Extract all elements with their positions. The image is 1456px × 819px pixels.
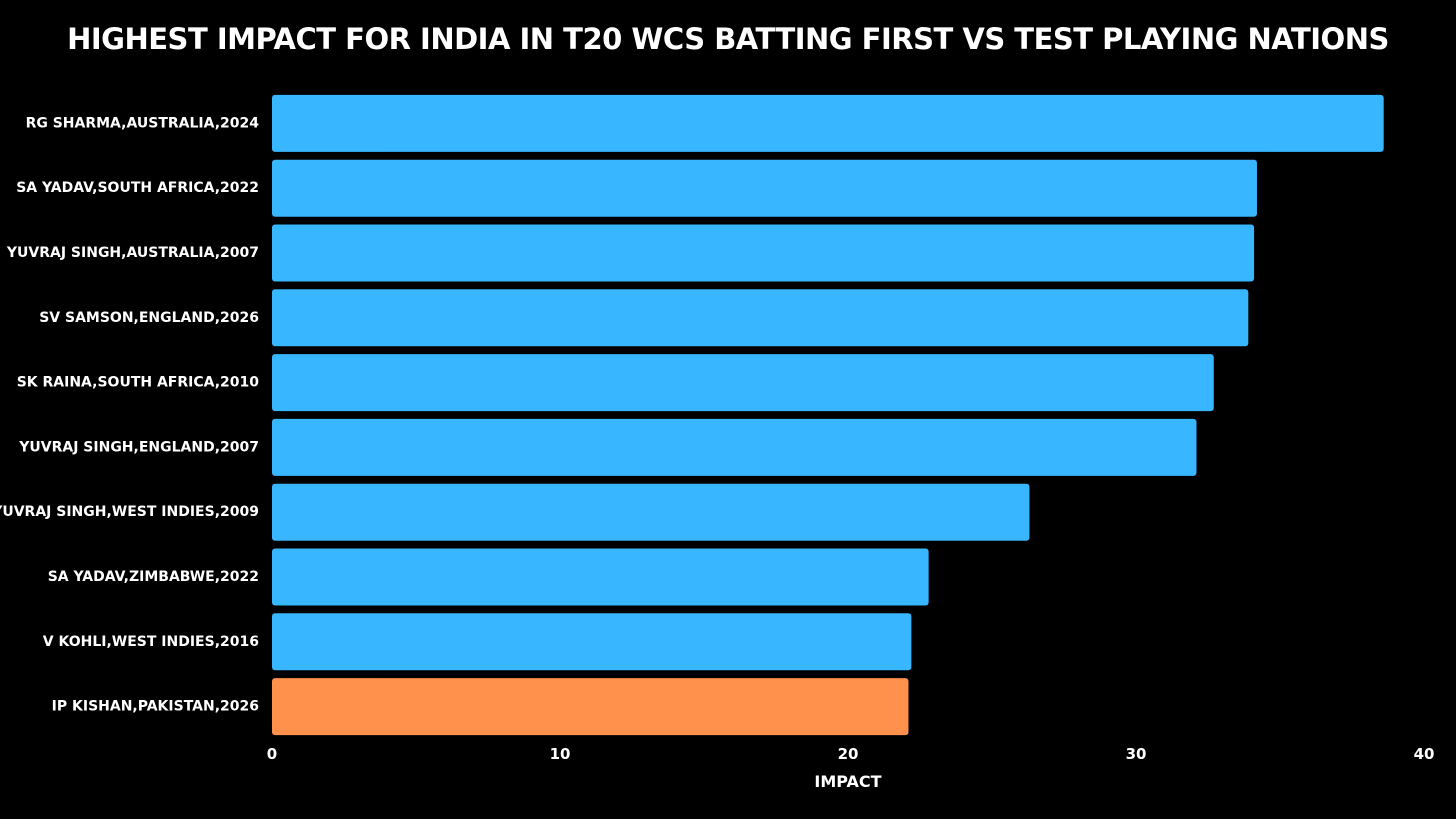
bar-9 xyxy=(272,613,912,671)
bar-4 xyxy=(272,289,1249,347)
x-tick-label-1: 0 xyxy=(267,745,277,763)
x-tick-label-2: 10 xyxy=(550,745,571,763)
x-tick-label-4: 30 xyxy=(1126,745,1147,763)
category-label-7: YUVRAJ SINGH,WEST INDIES,2009 xyxy=(0,504,259,520)
x-tick-label-3: 20 xyxy=(838,745,859,763)
chart-title: HIGHEST IMPACT FOR INDIA IN T20 WCS BATT… xyxy=(67,22,1389,56)
bar-2 xyxy=(272,159,1257,217)
category-label-1: RG SHARMA,AUSTRALIA,2024 xyxy=(26,115,260,131)
category-labels: RG SHARMA,AUSTRALIA,2024 SA YADAV,SOUTH A… xyxy=(0,115,259,714)
category-label-2: SA YADAV,SOUTH AFRICA,2022 xyxy=(16,180,259,196)
category-label-9: V KOHLI,WEST INDIES,2016 xyxy=(43,634,259,650)
bar-3 xyxy=(272,224,1255,282)
category-label-8: SA YADAV,ZIMBABWE,2022 xyxy=(48,569,259,585)
category-label-3: YUVRAJ SINGH,AUSTRALIA,2007 xyxy=(6,245,259,261)
bar-1 xyxy=(272,94,1384,152)
category-label-6: YUVRAJ SINGH,ENGLAND,2007 xyxy=(18,439,259,455)
bar-8 xyxy=(272,548,929,606)
x-axis-label: IMPACT xyxy=(814,772,881,791)
bars-layer xyxy=(272,94,1384,736)
bar-10 xyxy=(272,678,909,736)
x-tick-label-5: 40 xyxy=(1414,745,1435,763)
bar-5 xyxy=(272,354,1214,412)
category-label-5: SK RAINA,SOUTH AFRICA,2010 xyxy=(17,375,260,391)
bar-7 xyxy=(272,483,1030,541)
category-label-4: SV SAMSON,ENGLAND,2026 xyxy=(39,310,259,326)
category-label-10: IP KISHAN,PAKISTAN,2026 xyxy=(52,699,259,715)
x-axis-ticks: 0 10 20 30 40 xyxy=(267,745,1435,763)
bar-6 xyxy=(272,418,1197,476)
